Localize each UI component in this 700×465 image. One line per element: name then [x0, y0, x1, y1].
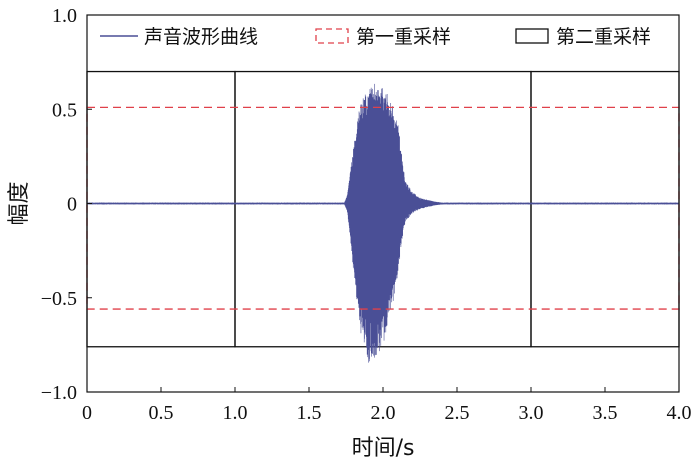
x-tick-label: 2.0: [371, 402, 396, 424]
y-tick-label: 0.5: [52, 99, 77, 121]
legend-label-waveform: 声音波形曲线: [144, 26, 258, 48]
plot-area: [86, 70, 680, 363]
y-tick-label: 0: [67, 194, 77, 216]
legend-swatch-second-sampling: [515, 28, 549, 44]
legend-label-first-sampling: 第一重采样: [356, 26, 451, 48]
waveform-line: [86, 83, 680, 363]
y-tick-label: −0.5: [41, 288, 77, 310]
x-tick-label: 1.5: [297, 402, 322, 424]
x-tick-label: 3.0: [519, 402, 544, 424]
x-tick-label: 0: [82, 402, 92, 424]
y-tick-label: 1.0: [52, 5, 77, 27]
x-tick-label: 1.0: [223, 402, 248, 424]
x-tick-label: 0.5: [149, 402, 174, 424]
legend: 声音波形曲线 第一重采样 第二重采样: [100, 26, 651, 48]
second-sampling-box-3: [530, 70, 680, 348]
second-sampling-box-1: [86, 70, 236, 348]
y-axis-title: 幅度: [7, 181, 32, 225]
y-tick-label: −1.0: [41, 382, 77, 404]
x-axis-title: 时间/s: [352, 436, 415, 461]
x-tick-label: 3.5: [593, 402, 618, 424]
legend-label-second-sampling: 第二重采样: [556, 26, 651, 48]
legend-swatch-first-sampling: [315, 28, 349, 44]
x-tick-label: 4.0: [667, 402, 692, 424]
axes: 0 0.5 1.0 1.5 2.0 2.5 3.0 3.5 4.0 −1.0 −0.5 0 0.5 1.0: [41, 5, 692, 424]
x-tick-label: 2.5: [445, 402, 470, 424]
